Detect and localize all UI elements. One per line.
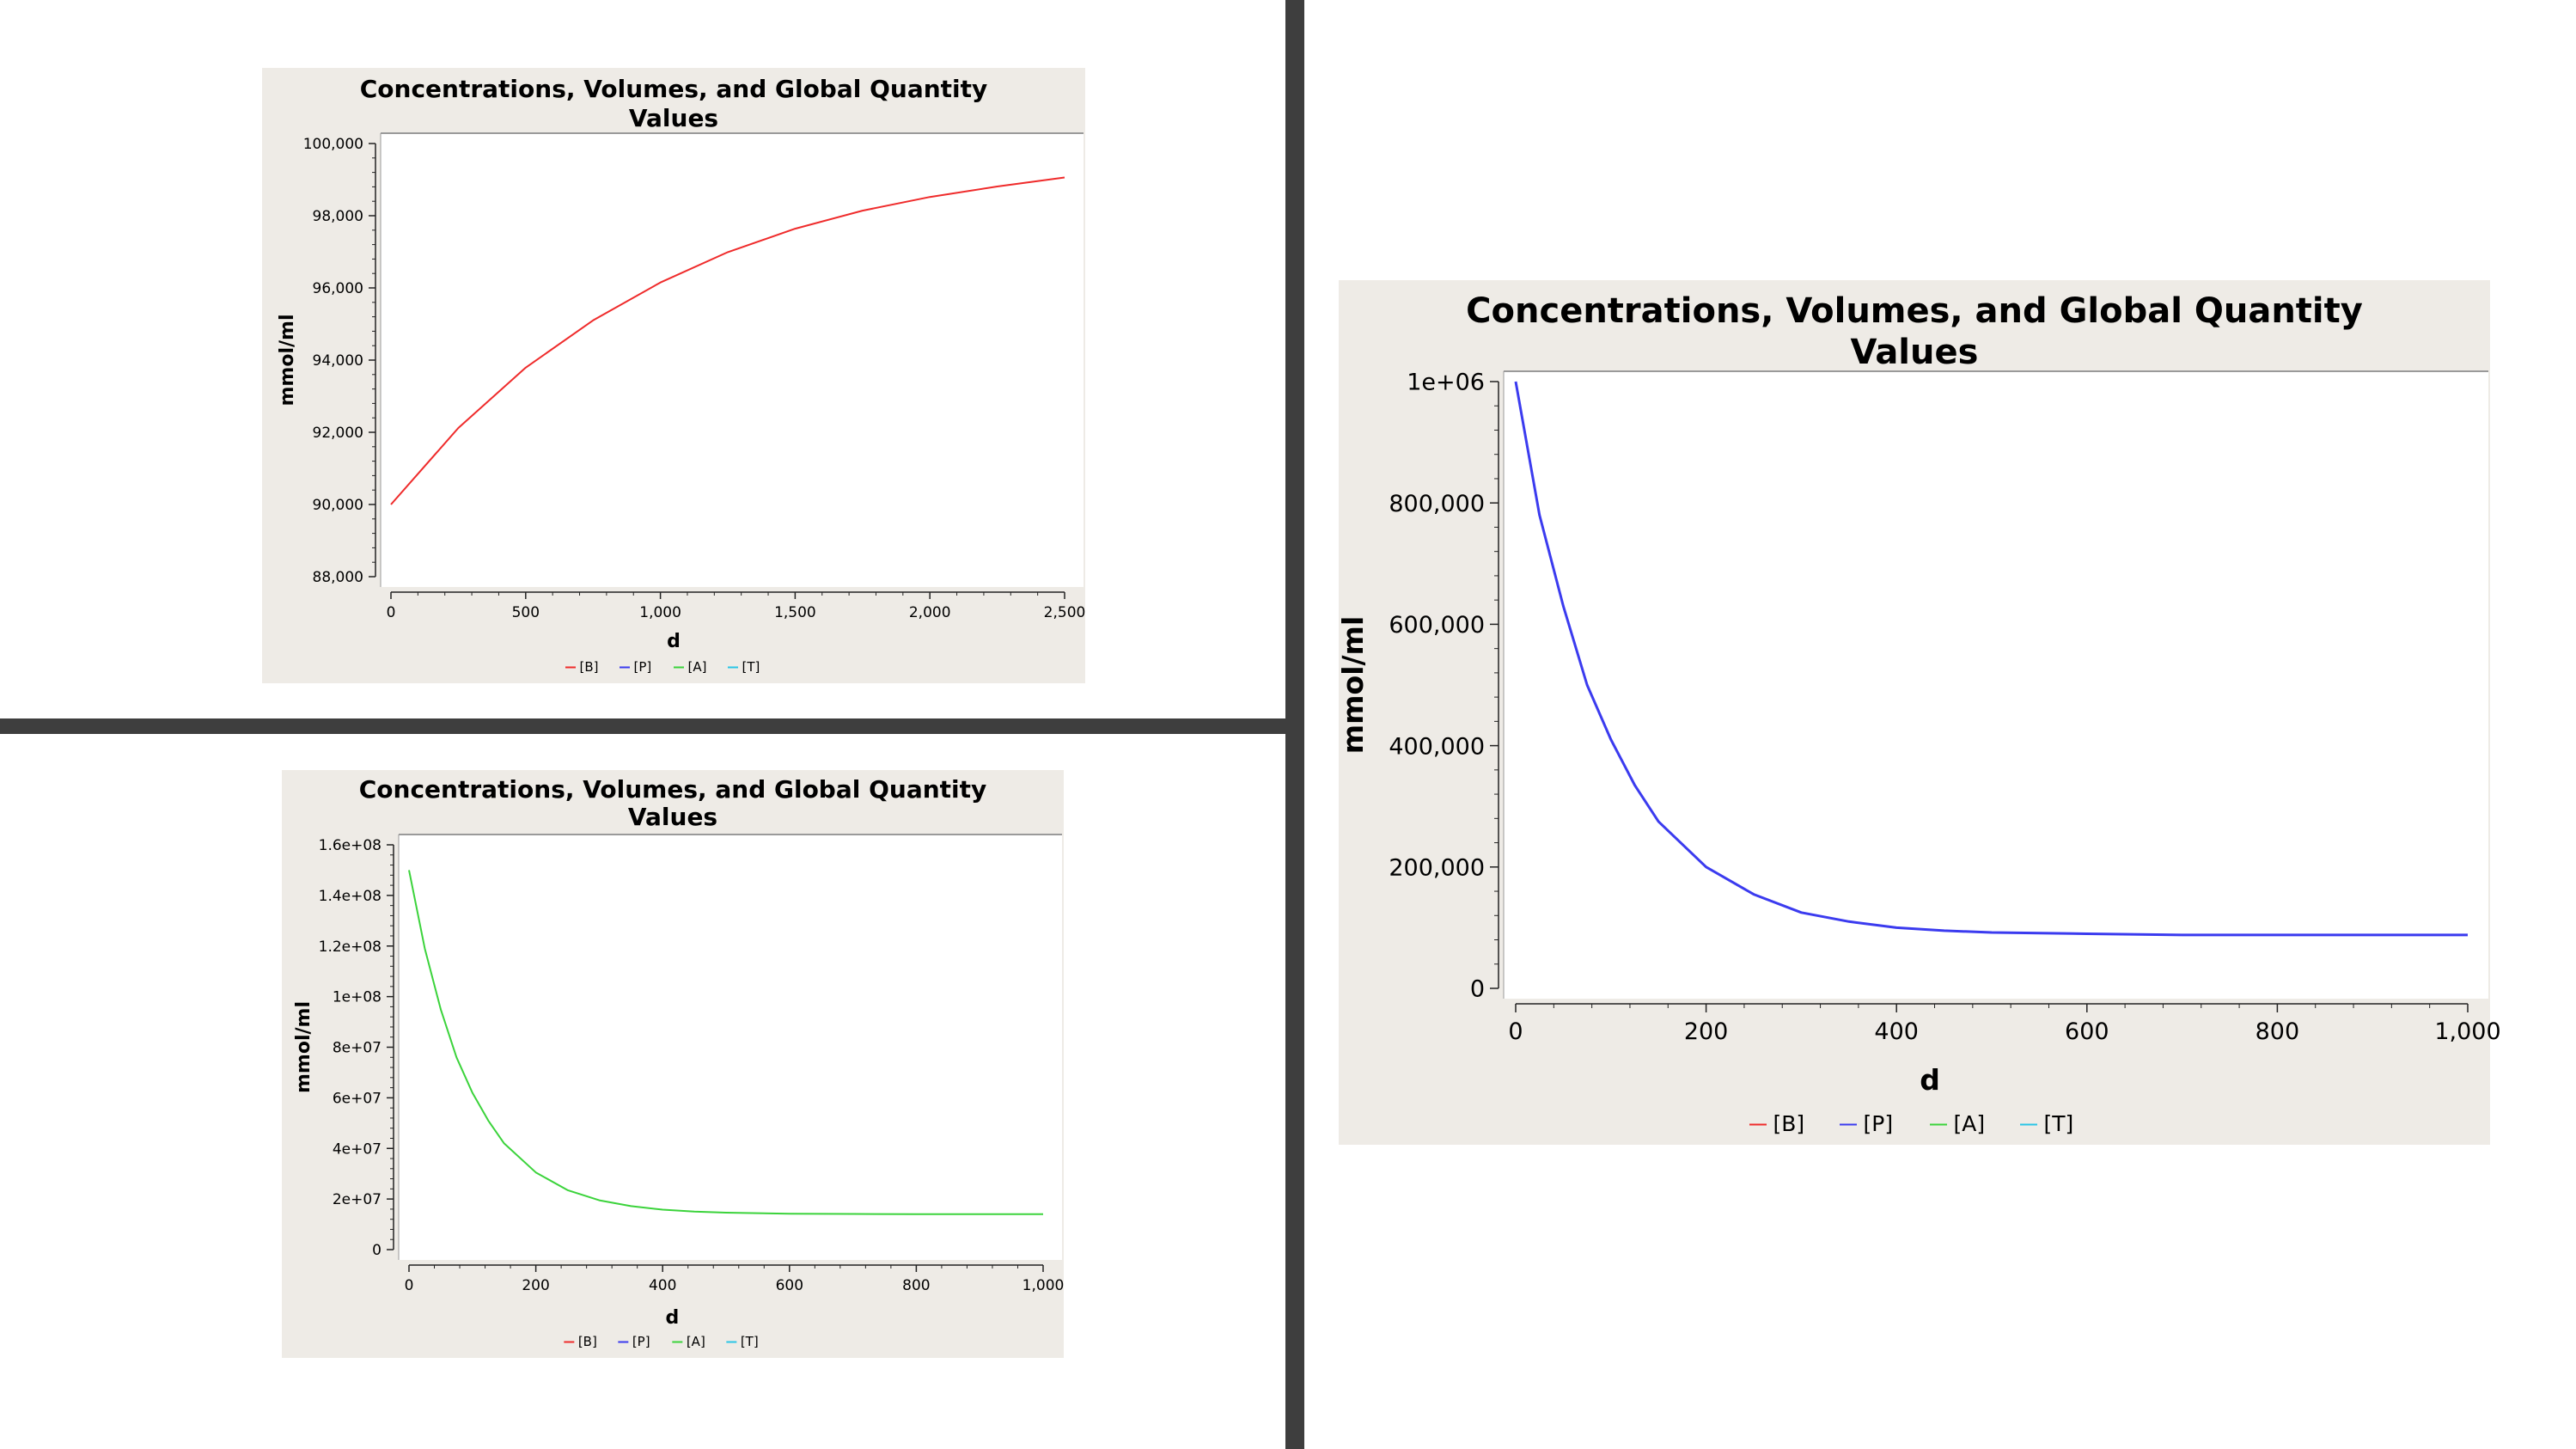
- chart-title: Concentrations, Volumes, and Global Quan…: [360, 75, 988, 103]
- x-tick-label: 1,000: [1022, 1277, 1065, 1294]
- plot-area: [399, 835, 1062, 1260]
- y-tick-label: 400,000: [1389, 733, 1485, 760]
- vertical-divider: [1285, 0, 1304, 1449]
- y-tick-label: 1.6e+08: [319, 837, 382, 854]
- x-tick-label: 500: [512, 604, 540, 621]
- x-tick-label: 600: [776, 1277, 803, 1294]
- series-line-b: [390, 176, 1065, 505]
- x-tick-label: 1,000: [2434, 1018, 2500, 1045]
- chart-title: Concentrations, Volumes, and Global Quan…: [359, 775, 987, 804]
- x-tick-label: 0: [387, 604, 396, 621]
- x-tick-label: 2,500: [1044, 604, 1086, 621]
- x-tick-label: 200: [1684, 1018, 1729, 1045]
- y-tick-label: 800,000: [1389, 491, 1485, 517]
- x-tick-label: 2,000: [909, 604, 951, 621]
- legend-item: [P]: [1864, 1111, 1894, 1136]
- y-tick-label: 1.4e+08: [319, 888, 382, 905]
- y-tick-label: 1e+06: [1407, 370, 1485, 396]
- y-tick-label: 96,000: [313, 280, 363, 297]
- chart-title: Values: [629, 104, 718, 132]
- chart-panel-bottom-left: Concentrations, Volumes, and Global Quan…: [282, 770, 1064, 1358]
- x-tick-label: 400: [649, 1277, 676, 1294]
- y-tick-label: 100,000: [303, 136, 363, 153]
- x-tick-label: 800: [2256, 1018, 2300, 1045]
- y-tick-label: 1e+08: [333, 989, 382, 1006]
- chart-title: Values: [1851, 333, 1979, 372]
- x-tick-label: 600: [2065, 1018, 2109, 1045]
- y-tick-label: 0: [1470, 976, 1485, 1003]
- y-tick-label: 92,000: [313, 425, 363, 442]
- y-tick-label: 98,000: [313, 208, 363, 225]
- x-tick-label: 200: [522, 1277, 549, 1294]
- chart-panel-right: Concentrations, Volumes, and Global Quan…: [1336, 280, 2501, 1145]
- legend-item: [A]: [1954, 1111, 1986, 1136]
- y-tick-label: 1.2e+08: [319, 938, 382, 956]
- y-tick-label: 200,000: [1389, 855, 1485, 882]
- series-line-p: [1514, 381, 2468, 937]
- x-axis-label: d: [665, 1307, 679, 1329]
- series-line-a: [408, 870, 1043, 1215]
- chart-title: Concentrations, Volumes, and Global Quan…: [1466, 291, 2363, 331]
- legend-item: [A]: [688, 659, 707, 675]
- legend-item: [B]: [578, 1334, 597, 1349]
- x-tick-label: 0: [405, 1277, 414, 1294]
- x-axis-label: d: [667, 631, 681, 652]
- legend-item: [P]: [632, 1334, 650, 1349]
- y-tick-label: 2e+07: [333, 1191, 382, 1208]
- legend-item: [T]: [2044, 1111, 2074, 1136]
- legend-item: [A]: [687, 1334, 705, 1349]
- legend-item: [B]: [1773, 1111, 1805, 1136]
- x-axis-label: d: [1920, 1063, 1940, 1097]
- x-tick-label: 800: [902, 1277, 930, 1294]
- x-tick-label: 1,500: [774, 604, 816, 621]
- y-tick-label: 90,000: [313, 497, 363, 514]
- y-axis-label: mmol/ml: [1336, 616, 1370, 755]
- y-tick-label: 600,000: [1389, 612, 1485, 639]
- chart-panel-top-left: Concentrations, Volumes, and Global Quan…: [262, 68, 1085, 683]
- legend-item: [T]: [741, 1334, 759, 1349]
- x-tick-label: 400: [1874, 1018, 1919, 1045]
- y-tick-label: 0: [372, 1242, 382, 1259]
- chart-svg: Concentrations, Volumes, and Global Quan…: [293, 775, 1065, 1349]
- chart-svg: Concentrations, Volumes, and Global Quan…: [1336, 291, 2501, 1136]
- legend-item: [T]: [742, 659, 760, 675]
- horizontal-divider: [0, 718, 1285, 734]
- chart-svg: Concentrations, Volumes, and Global Quan…: [277, 75, 1086, 675]
- y-tick-label: 8e+07: [333, 1040, 382, 1057]
- y-tick-label: 6e+07: [333, 1090, 382, 1107]
- y-axis-label: mmol/ml: [277, 314, 298, 406]
- y-tick-label: 4e+07: [333, 1140, 382, 1158]
- plot-area: [1504, 371, 2488, 999]
- y-axis-label: mmol/ml: [293, 1001, 314, 1093]
- legend-item: [B]: [580, 659, 599, 675]
- y-tick-label: 88,000: [313, 569, 363, 586]
- x-tick-label: 1,000: [639, 604, 681, 621]
- x-tick-label: 0: [1508, 1018, 1523, 1045]
- plot-area: [381, 133, 1084, 587]
- y-tick-label: 94,000: [313, 352, 363, 370]
- legend-item: [P]: [634, 659, 652, 675]
- chart-title: Values: [628, 803, 717, 831]
